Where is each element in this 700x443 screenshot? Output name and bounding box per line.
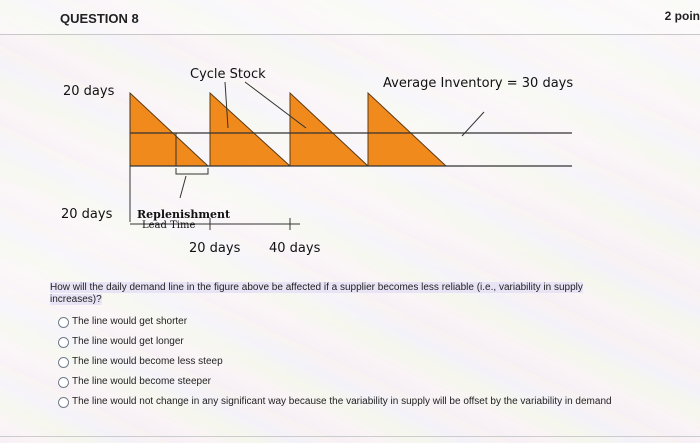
lead-time-bracket	[175, 168, 209, 175]
cycle-triangle-2	[209, 91, 292, 167]
answer-option[interactable]: The line would get longer	[58, 336, 658, 356]
radio-button[interactable]	[58, 377, 69, 388]
radio-button[interactable]	[58, 337, 69, 348]
y-axis-top-label: 20 days	[63, 84, 115, 99]
radio-button[interactable]	[58, 357, 69, 368]
lead-time-label: Lead Time	[142, 220, 196, 231]
x-tick-40-days: 40 days	[269, 241, 321, 256]
answer-option[interactable]: The line would not change in any signifi…	[58, 396, 658, 426]
cycle-stock-pointer-1	[224, 81, 229, 129]
radio-button[interactable]	[58, 317, 69, 328]
answer-option[interactable]: The line would become less steep	[58, 356, 658, 376]
cycle-triangle-4	[367, 91, 448, 167]
average-inventory-label: Average Inventory = 30 days	[383, 76, 574, 91]
cycle-triangle-1	[129, 91, 210, 167]
question-number: QUESTION 8	[60, 11, 139, 26]
divider	[0, 436, 700, 437]
inventory-figure: Cycle Stock Average Inventory = 30 days …	[0, 40, 700, 270]
question-header: QUESTION 8 2 poin	[0, 0, 700, 35]
answer-label: The line would become less steep	[72, 356, 223, 367]
x-tick-20-days: 20 days	[189, 241, 241, 256]
answer-options: The line would get shorter The line woul…	[58, 316, 658, 426]
answer-label: The line would get shorter	[72, 316, 188, 327]
answer-label: The line would not change in any signifi…	[72, 396, 612, 407]
cycle-stock-label: Cycle Stock	[190, 67, 266, 82]
y-axis-bottom-label: 20 days	[61, 207, 113, 222]
answer-option[interactable]: The line would become steeper	[58, 376, 658, 396]
answer-label: The line would become steeper	[72, 376, 211, 387]
answer-label: The line would get longer	[72, 336, 184, 347]
question-prompt: How will the daily demand line in the fi…	[50, 282, 583, 305]
sawtooth-diagram	[129, 81, 572, 230]
cycle-stock-pointer-2	[244, 81, 307, 129]
answer-option[interactable]: The line would get shorter	[58, 316, 658, 336]
question-text: How will the daily demand line in the fi…	[50, 282, 620, 306]
cycle-triangle-3	[289, 91, 370, 167]
replenishment-label: Replenishment	[137, 208, 231, 221]
replenishment-pointer	[179, 175, 187, 199]
points-value: 2 poin	[664, 9, 700, 23]
avg-inventory-pointer	[461, 111, 485, 137]
radio-button[interactable]	[58, 397, 69, 408]
